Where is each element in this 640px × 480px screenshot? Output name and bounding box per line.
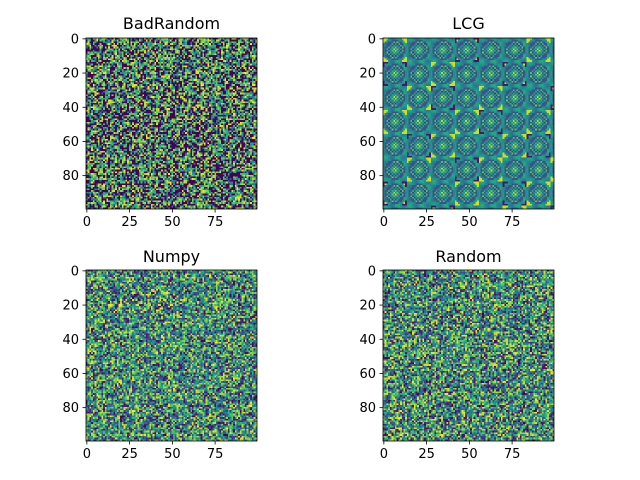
x-tick-label: 50: [461, 447, 478, 462]
heatmap-image: [86, 38, 257, 209]
y-tick-label: 0: [368, 264, 376, 279]
y-tick-label: 20: [62, 299, 79, 314]
x-tick-label: 75: [207, 447, 224, 462]
y-tick-label: 0: [71, 32, 79, 47]
x-tick-label: 0: [83, 215, 91, 230]
panel-numpy: Numpy 0 25 50 75 0 20 40 60 80: [62, 247, 258, 462]
axes-frame: [382, 269, 555, 442]
y-tick-label: 20: [359, 299, 376, 314]
heatmap-image: [86, 270, 257, 441]
axes-frame: [85, 269, 258, 442]
y-tick-label: 80: [359, 169, 376, 184]
x-tick-label: 75: [504, 447, 521, 462]
y-tick-label: 0: [71, 264, 79, 279]
panel-random: Random 0 25 50 75 0 20 40 60 80: [359, 247, 555, 462]
heatmap-image: [383, 38, 554, 209]
y-tick-label: 60: [62, 367, 79, 382]
x-tick-label: 75: [207, 215, 224, 230]
panel-title: BadRandom: [123, 14, 220, 33]
x-tick-label: 0: [380, 447, 388, 462]
y-tick-label: 60: [62, 135, 79, 150]
y-tick-label: 40: [359, 101, 376, 116]
x-tick-label: 75: [504, 215, 521, 230]
x-tick-label: 25: [418, 215, 435, 230]
x-tick-label: 50: [461, 215, 478, 230]
y-tick-label: 80: [62, 169, 79, 184]
y-tick-label: 40: [62, 101, 79, 116]
x-tick-label: 0: [380, 215, 388, 230]
y-tick-label: 40: [62, 333, 79, 348]
heatmap-image: [383, 270, 554, 441]
x-tick-label: 0: [83, 447, 91, 462]
x-tick-label: 50: [164, 215, 181, 230]
y-tick-label: 20: [62, 67, 79, 82]
y-tick-label: 20: [359, 67, 376, 82]
y-tick-label: 60: [359, 367, 376, 382]
panel-lcg: LCG 0 25 50 75 0 20 40 60 80: [359, 14, 555, 230]
x-tick-label: 50: [164, 447, 181, 462]
panel-title: Random: [435, 247, 501, 266]
y-tick-label: 80: [359, 401, 376, 416]
axes-frame: [85, 37, 258, 210]
y-tick-label: 80: [62, 401, 79, 416]
panel-badrandom: BadRandom 0 25 50 75 0 20 40 60 80: [62, 14, 258, 230]
y-tick-label: 0: [368, 32, 376, 47]
x-tick-label: 25: [121, 215, 138, 230]
x-tick-label: 25: [418, 447, 435, 462]
x-tick-label: 25: [121, 447, 138, 462]
panel-title: Numpy: [143, 247, 200, 266]
y-tick-label: 40: [359, 333, 376, 348]
panel-title: LCG: [452, 14, 484, 33]
axes-frame: [382, 37, 555, 210]
y-tick-label: 60: [359, 135, 376, 150]
